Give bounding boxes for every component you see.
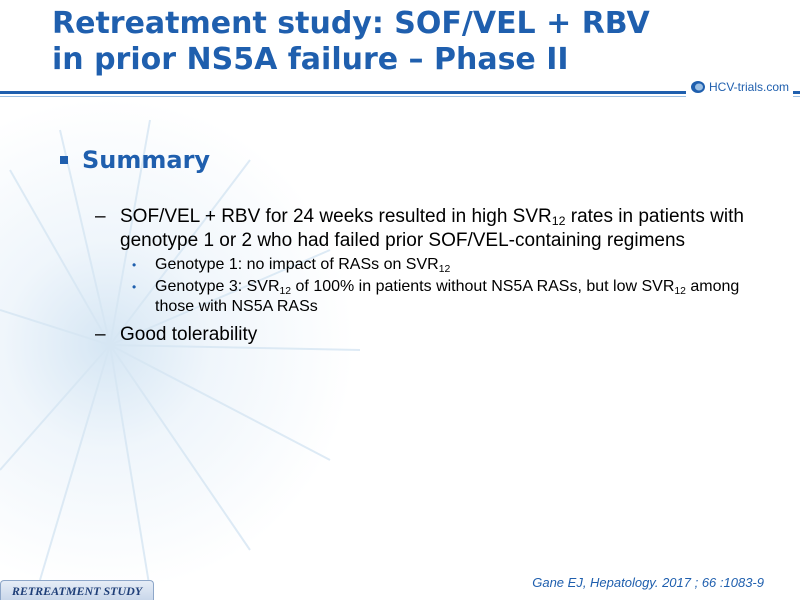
footer-study-tag: RETREATMENT STUDY xyxy=(0,580,154,600)
dash-bullet-icon: – xyxy=(95,205,106,229)
subscript: 12 xyxy=(674,286,686,297)
sub-bullet-text-part: Genotype 3: SVR xyxy=(155,278,280,295)
citation-link[interactable]: Gane EJ, Hepatology. 2017 ; 66 :1083-9 xyxy=(532,575,764,590)
square-bullet-icon xyxy=(60,156,68,164)
summary-content: – SOF/VEL + RBV for 24 weeks resulted in… xyxy=(95,205,745,347)
dot-bullet-icon: • xyxy=(132,277,136,297)
dash-bullet-icon: – xyxy=(95,323,106,347)
title-line-1: Retreatment study: SOF/VEL + RBV xyxy=(52,6,732,42)
title-underline xyxy=(0,91,800,94)
bullet-text: Good tolerability xyxy=(120,324,257,345)
slide-title: Retreatment study: SOF/VEL + RBV in prio… xyxy=(52,6,732,78)
sub-bullet-text-part: Genotype 1: no impact of RASs on SVR xyxy=(155,256,439,273)
sub-bullet-text: Genotype 1: no impact of RASs on SVR12 xyxy=(155,256,450,273)
summary-heading: Summary xyxy=(60,146,210,174)
subscript: 12 xyxy=(552,214,566,228)
sub-bullet-item: • Genotype 3: SVR12 of 100% in patients … xyxy=(155,277,745,317)
hcv-trials-logo: HCV-trials.com xyxy=(686,77,793,97)
title-underline-thin xyxy=(0,96,800,97)
bullet-item: – Good tolerability xyxy=(95,323,745,347)
dot-bullet-icon: • xyxy=(132,255,136,275)
logo-text: HCV-trials.com xyxy=(709,80,789,94)
summary-label: Summary xyxy=(82,146,210,174)
bullet-item: – SOF/VEL + RBV for 24 weeks resulted in… xyxy=(95,205,745,253)
subscript: 12 xyxy=(280,286,292,297)
title-line-2: in prior NS5A failure – Phase II xyxy=(52,42,732,78)
bullet-text-part: SOF/VEL + RBV for 24 weeks resulted in h… xyxy=(120,206,552,227)
sub-bullet-text: Genotype 3: SVR12 of 100% in patients wi… xyxy=(155,278,739,315)
sub-bullet-text-part: of 100% in patients without NS5A RASs, b… xyxy=(291,278,674,295)
subscript: 12 xyxy=(439,264,451,275)
sub-bullet-item: • Genotype 1: no impact of RASs on SVR12 xyxy=(155,255,745,275)
hcv-trials-logo-icon xyxy=(690,80,706,94)
bullet-text: SOF/VEL + RBV for 24 weeks resulted in h… xyxy=(120,206,744,251)
